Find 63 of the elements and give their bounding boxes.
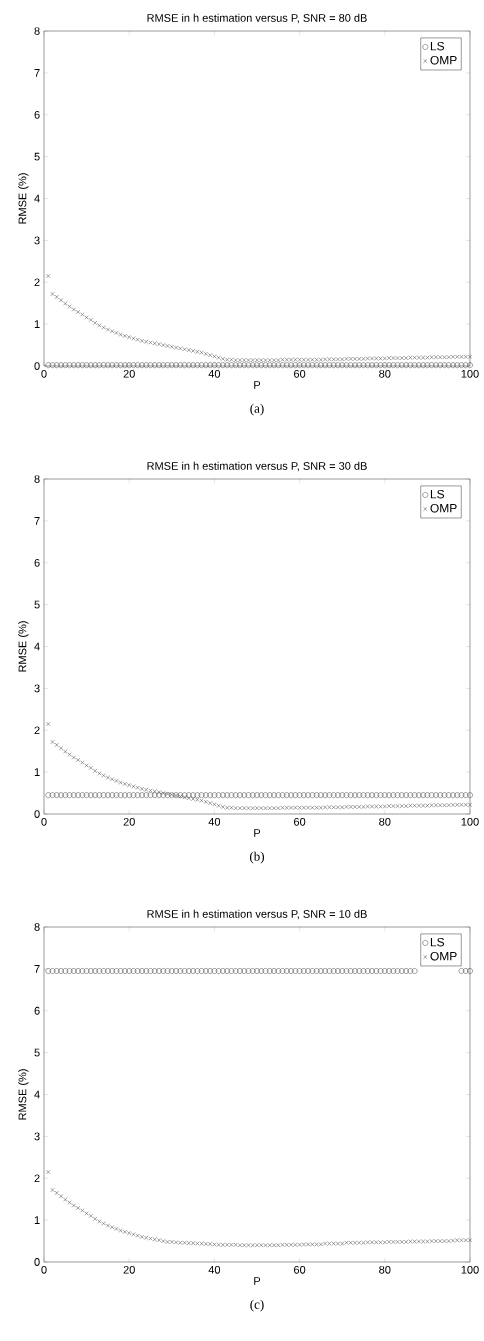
y-tick-label: 7 — [34, 517, 40, 525]
x-tick-label: 20 — [123, 1265, 135, 1274]
y-tick-label: 7 — [34, 965, 40, 973]
text: (a) — [250, 403, 264, 416]
y-tick-label: 8 — [34, 475, 40, 483]
text: (c) — [250, 1299, 264, 1312]
y-tick-label: 3 — [34, 1132, 40, 1141]
y-tick-label: 4 — [34, 1090, 40, 1099]
legend-label: OMP — [430, 55, 457, 65]
y-tick-label: 5 — [34, 600, 40, 609]
text: (b) — [249, 851, 265, 864]
y-axis-title: RMSE (%) — [18, 621, 29, 672]
legend-label: OMP — [430, 503, 457, 513]
chart-title: RMSE in h estimation versus P, SNR = 30 dB — [147, 461, 367, 472]
y-tick-label: 5 — [34, 152, 40, 161]
legend-label: LS — [430, 489, 445, 499]
x-tick-label: 0 — [41, 1265, 47, 1274]
x-axis-title: P — [254, 381, 261, 389]
x-axis-title: P — [254, 829, 261, 837]
x-tick-label: 20 — [123, 817, 135, 826]
legend-label: LS — [430, 937, 445, 947]
y-tick-label: 0 — [34, 810, 40, 818]
y-tick-label: 0 — [34, 362, 40, 370]
x-tick-label: 60 — [294, 1265, 306, 1274]
x-tick-label: 40 — [208, 369, 221, 378]
y-tick-label: 1 — [34, 1216, 40, 1224]
y-tick-label: 8 — [34, 923, 40, 931]
y-tick-label: 2 — [34, 278, 40, 287]
x-tick-label: 100 — [461, 369, 479, 378]
x-tick-label: 60 — [294, 817, 306, 826]
x-tick-label: 80 — [379, 369, 391, 378]
y-tick-label: 3 — [34, 236, 40, 245]
x-tick-label: 60 — [294, 369, 306, 378]
y-tick-label: 2 — [34, 1174, 40, 1183]
y-tick-label: 0 — [34, 1258, 40, 1266]
y-tick-label: 4 — [34, 642, 40, 651]
y-tick-label: 8 — [34, 27, 40, 35]
y-axis-title: RMSE (%) — [18, 173, 29, 224]
y-tick-label: 6 — [34, 110, 40, 119]
y-tick-label: 7 — [34, 69, 40, 77]
y-tick-label: 1 — [34, 768, 40, 776]
x-tick-label: 80 — [379, 1265, 391, 1274]
y-tick-label: 2 — [34, 726, 40, 735]
x-tick-label: 40 — [208, 817, 221, 826]
legend-label: OMP — [430, 951, 457, 961]
x-tick-label: 100 — [461, 1265, 479, 1274]
x-tick-label: 0 — [41, 369, 47, 378]
y-axis-title: RMSE (%) — [18, 1069, 29, 1120]
chart-title: RMSE in h estimation versus P, SNR = 10 dB — [147, 909, 367, 920]
y-tick-label: 4 — [34, 194, 40, 203]
x-tick-label: 100 — [461, 817, 479, 826]
x-tick-label: 40 — [208, 1265, 221, 1274]
chart-title: RMSE in h estimation versus P, SNR = 80 dB — [147, 13, 367, 24]
y-tick-label: 3 — [34, 684, 40, 693]
y-tick-label: 6 — [34, 1006, 40, 1015]
x-tick-label: 80 — [379, 817, 391, 826]
y-tick-label: 1 — [34, 320, 40, 328]
x-tick-label: 20 — [123, 369, 135, 378]
x-axis-title: P — [254, 1277, 261, 1285]
y-tick-label: 6 — [34, 558, 40, 567]
legend-label: LS — [430, 41, 445, 51]
y-tick-label: 5 — [34, 1048, 40, 1057]
x-tick-label: 0 — [41, 817, 47, 826]
